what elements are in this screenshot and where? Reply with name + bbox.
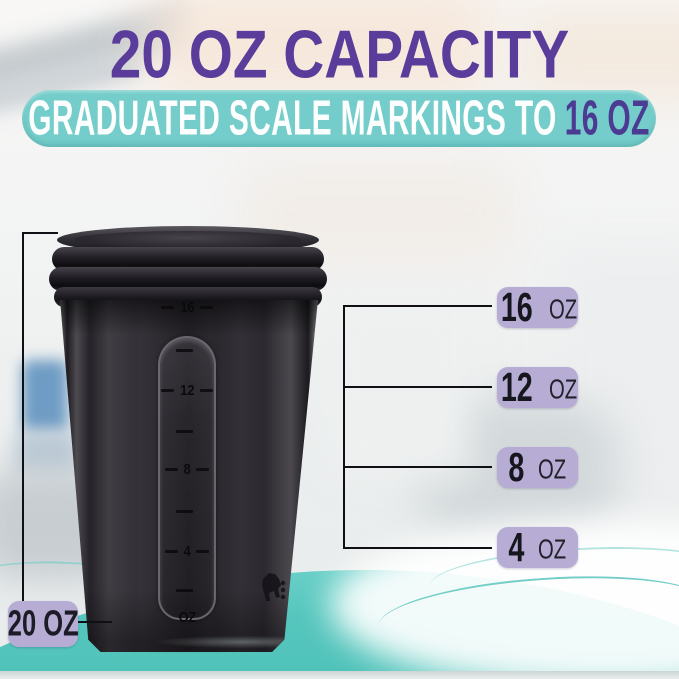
cup-scale-tick-14 [176,349,193,352]
scale-dash [160,305,174,309]
level-unit: OZ [537,453,566,485]
cup-base-highlight [133,634,318,650]
level-line-16oz [343,305,492,307]
cup-scale-4: 4 [132,542,242,560]
level-value: 4 [508,524,525,570]
level-line-4oz [343,547,492,549]
level-line-12oz [343,386,492,388]
level-tag-8oz: 8 OZ [497,444,578,490]
cup-scale-12: 12 [132,381,242,399]
cup-scale-tick-2 [176,589,193,592]
scale-number: 12 [179,381,195,399]
cup-scale-8: 8 [132,460,242,478]
scale-dash [160,388,174,392]
level-value: 16 [500,284,533,330]
cup-measuring-channel [158,336,216,620]
level-line-8oz [343,466,492,468]
level-tag-4oz: 4 OZ [497,524,578,570]
callout-line-top [22,232,58,234]
capacity-tag-20oz: 20 OZ [8,601,78,647]
level-bracket-vertical [343,305,345,549]
cup-scale-16: 16 [132,298,242,316]
subtitle-text: GRADUATED SCALE MARKINGS TO 16 OZ [28,91,649,147]
scale-dash [196,549,210,553]
background-blur-shape [16,432,78,474]
image-bottom-edge [0,671,679,679]
level-tag-16oz: 16 OZ [497,284,578,330]
capacity-tag-label: 20 OZ [7,603,79,644]
cup-scale-oz: OZ [132,608,242,626]
subtitle-main: GRADUATED SCALE MARKINGS TO [28,90,557,146]
subtitle-highlight: 16 OZ [564,90,650,146]
level-unit: OZ [537,533,566,565]
cup-scale-tick-6 [176,510,193,513]
scale-number: 8 [183,460,191,478]
background-blur-shape [22,360,68,432]
page-title: 20 OZ CAPACITY [109,16,570,92]
scale-dash [164,467,178,471]
level-unit: OZ [549,293,578,325]
brand-animal-logo-icon [262,573,286,601]
level-tag-12oz: 12 OZ [497,364,578,410]
scale-dash [200,388,214,392]
cup-rim-interior [75,231,301,248]
scale-number: 4 [183,542,191,560]
scale-dash [196,467,210,471]
callout-line-bottom [78,621,112,623]
scale-dash [200,305,214,309]
subtitle-banner: GRADUATED SCALE MARKINGS TO 16 OZ [22,90,656,147]
background-blur-shape [330,300,470,480]
scale-dash [164,549,178,553]
scale-unit: OZ [178,608,196,626]
callout-line-vertical-left [22,232,24,601]
level-value: 8 [508,444,525,490]
cup-scale-tick-10 [176,430,193,433]
level-unit: OZ [549,373,578,405]
scale-number: 16 [179,298,195,316]
level-value: 12 [500,364,533,410]
